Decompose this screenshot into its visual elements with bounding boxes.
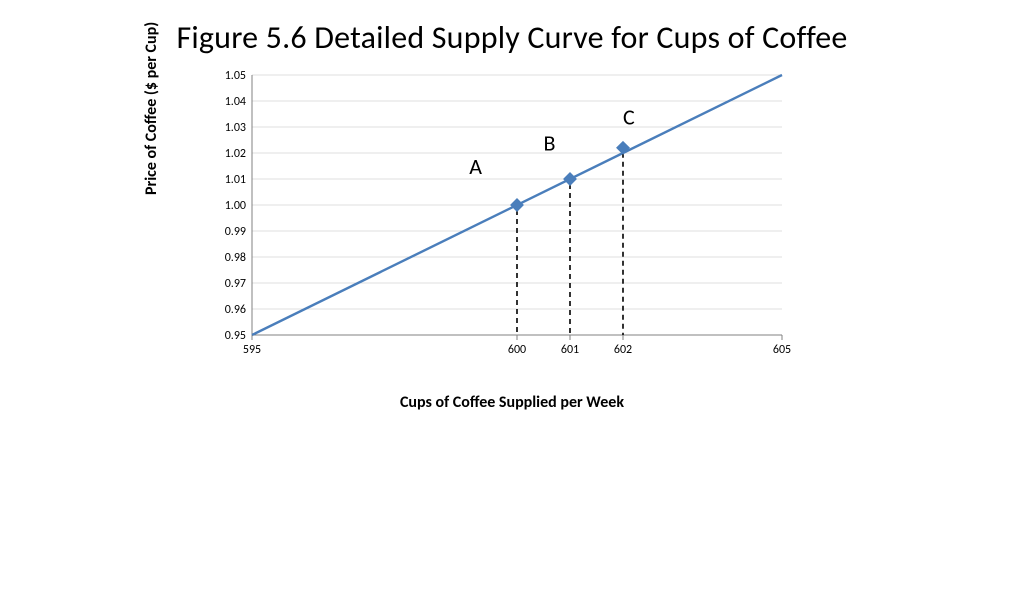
- x-tick-label: 600: [508, 343, 526, 357]
- y-axis-label: Price of Coffee ($ per Cup): [142, 22, 161, 195]
- y-tick-label: 1.00: [225, 199, 246, 213]
- point-annotation: B: [544, 129, 556, 156]
- y-tick-label: 0.97: [225, 277, 246, 291]
- point-annotation: A: [469, 153, 482, 180]
- y-tick-label: 0.96: [225, 303, 246, 317]
- y-tick-label: 0.99: [225, 225, 246, 239]
- y-tick-label: 1.04: [225, 95, 246, 109]
- x-axis-label: Cups of Coffee Supplied per Week: [162, 393, 862, 412]
- chart-svg: A B C 0.95 0.96 0.97 0.98 0.99 1.00 1.01 1.02 1.03 1…: [162, 65, 802, 365]
- y-tick-label: 1.02: [225, 147, 246, 161]
- x-tick-label: 595: [243, 343, 261, 357]
- y-tick-label: 1.03: [225, 121, 246, 135]
- y-tick-label: 0.95: [225, 329, 246, 343]
- x-tick-label: 601: [561, 343, 579, 357]
- point-annotation: C: [623, 103, 635, 130]
- x-tick-label: 605: [773, 343, 791, 357]
- y-tick-label: 1.01: [225, 173, 246, 187]
- x-tick-label: 602: [614, 343, 632, 357]
- y-tick-label: 1.05: [225, 69, 246, 83]
- y-tick-label: 0.98: [225, 251, 246, 265]
- supply-curve-chart: Price of Coffee ($ per Cup) ABC0.950.960…: [162, 65, 862, 412]
